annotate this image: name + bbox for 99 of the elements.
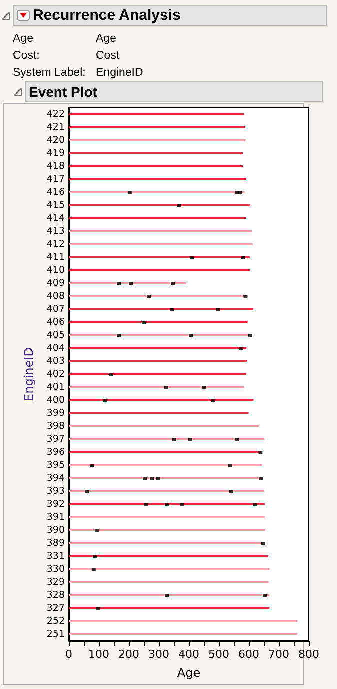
bar	[69, 178, 246, 180]
x-tick-label: 400	[178, 648, 200, 661]
y-tick-label: 407	[46, 304, 65, 315]
bar	[69, 516, 265, 518]
y-tick-label: 394	[46, 473, 65, 484]
x-tick-label: 600	[238, 648, 260, 661]
y-tick-label: 418	[46, 161, 65, 172]
bar	[69, 568, 270, 570]
text: Age	[96, 32, 116, 47]
text: EngineID	[96, 66, 144, 81]
bar	[69, 270, 250, 272]
bar	[69, 582, 269, 584]
bar	[69, 608, 270, 610]
bar	[69, 438, 265, 440]
chart-title: Recurrence Analysis	[33, 7, 181, 24]
bar	[69, 322, 248, 324]
bar	[69, 334, 250, 336]
y-tick-label: 330	[46, 564, 65, 575]
bar	[69, 244, 253, 246]
bar	[69, 192, 245, 194]
bar	[69, 348, 247, 350]
y-tick-label: 392	[46, 499, 65, 510]
y-tick-label: 400	[46, 395, 65, 406]
bar	[69, 400, 254, 402]
x-axis-title: Age	[177, 666, 201, 680]
bar	[69, 412, 249, 414]
bar	[69, 620, 298, 622]
y-tick-label: 405	[46, 330, 65, 341]
x-tick-label: 500	[208, 648, 230, 661]
y-tick-label: 390	[46, 525, 65, 536]
bar	[69, 140, 246, 142]
bar	[69, 166, 243, 168]
bar	[69, 114, 244, 116]
bar	[69, 204, 250, 206]
x-tick-label: 800	[298, 648, 320, 661]
bar	[69, 386, 244, 388]
x-tick-label: 700	[268, 648, 290, 661]
y-tick-label: 251	[46, 629, 65, 640]
text: Age	[13, 32, 34, 47]
bar	[69, 218, 246, 220]
bar	[69, 478, 262, 480]
y-tick-label: 411	[46, 252, 65, 263]
bar	[69, 126, 246, 128]
y-tick-label: 421	[46, 122, 65, 133]
x-tick-label: 200	[118, 648, 140, 661]
y-tick-label: 408	[46, 291, 65, 302]
bar	[69, 152, 243, 154]
y-tick-label: 416	[46, 187, 65, 198]
y-tick-label: 414	[46, 213, 65, 224]
bar	[69, 530, 266, 532]
chart-subtitle: Event Plot	[25, 81, 323, 102]
y-tick-label: 417	[46, 174, 65, 185]
y-tick-label: 412	[46, 239, 65, 250]
x-tick-label: 100	[88, 648, 110, 661]
bar	[69, 556, 268, 558]
bar	[69, 504, 265, 506]
y-tick-label: 410	[46, 265, 65, 276]
y-tick-label: 399	[46, 408, 65, 419]
bar	[69, 374, 247, 376]
y-tick-label: 391	[46, 512, 65, 523]
y-tick-label: 406	[46, 317, 65, 328]
y-tick-label: 419	[46, 148, 65, 159]
y-tick-label: 331	[46, 551, 65, 562]
bar	[69, 308, 254, 310]
y-tick-label: 398	[46, 421, 65, 432]
y-tick-label: 401	[46, 382, 65, 393]
y-tick-label: 409	[46, 278, 65, 289]
bar	[69, 490, 264, 492]
y-tick-label: 329	[46, 577, 65, 588]
bar	[69, 230, 252, 232]
text: System Label:	[13, 66, 87, 81]
bar	[69, 452, 261, 454]
bar	[69, 360, 248, 362]
y-tick-label: 422	[46, 109, 65, 120]
y-axis-title: EngineID	[22, 348, 36, 402]
text: Cost:	[13, 49, 41, 64]
y-tick-label: 327	[46, 603, 65, 614]
y-tick-label: 413	[46, 226, 65, 237]
y-tick-label: 403	[46, 356, 65, 367]
y-tick-label: 252	[46, 616, 65, 627]
bar	[69, 296, 248, 298]
y-tick-label: 402	[46, 369, 65, 380]
y-tick-label: 396	[46, 447, 65, 458]
text: Cost	[96, 49, 120, 64]
y-tick-label: 404	[46, 343, 65, 354]
x-tick-label: 0	[66, 648, 72, 661]
y-tick-label: 415	[46, 200, 65, 211]
bar	[69, 634, 298, 636]
bar	[69, 256, 250, 258]
x-tick-label: 300	[148, 648, 170, 661]
y-tick-label: 397	[46, 434, 65, 445]
bar	[69, 594, 270, 596]
y-tick-label: 420	[46, 135, 65, 146]
y-tick-label: 393	[46, 486, 65, 497]
bar	[69, 426, 259, 428]
bar	[69, 464, 262, 466]
y-tick-label: 328	[46, 590, 65, 601]
y-tick-label: 389	[46, 538, 65, 549]
y-tick-label: 395	[46, 460, 65, 471]
